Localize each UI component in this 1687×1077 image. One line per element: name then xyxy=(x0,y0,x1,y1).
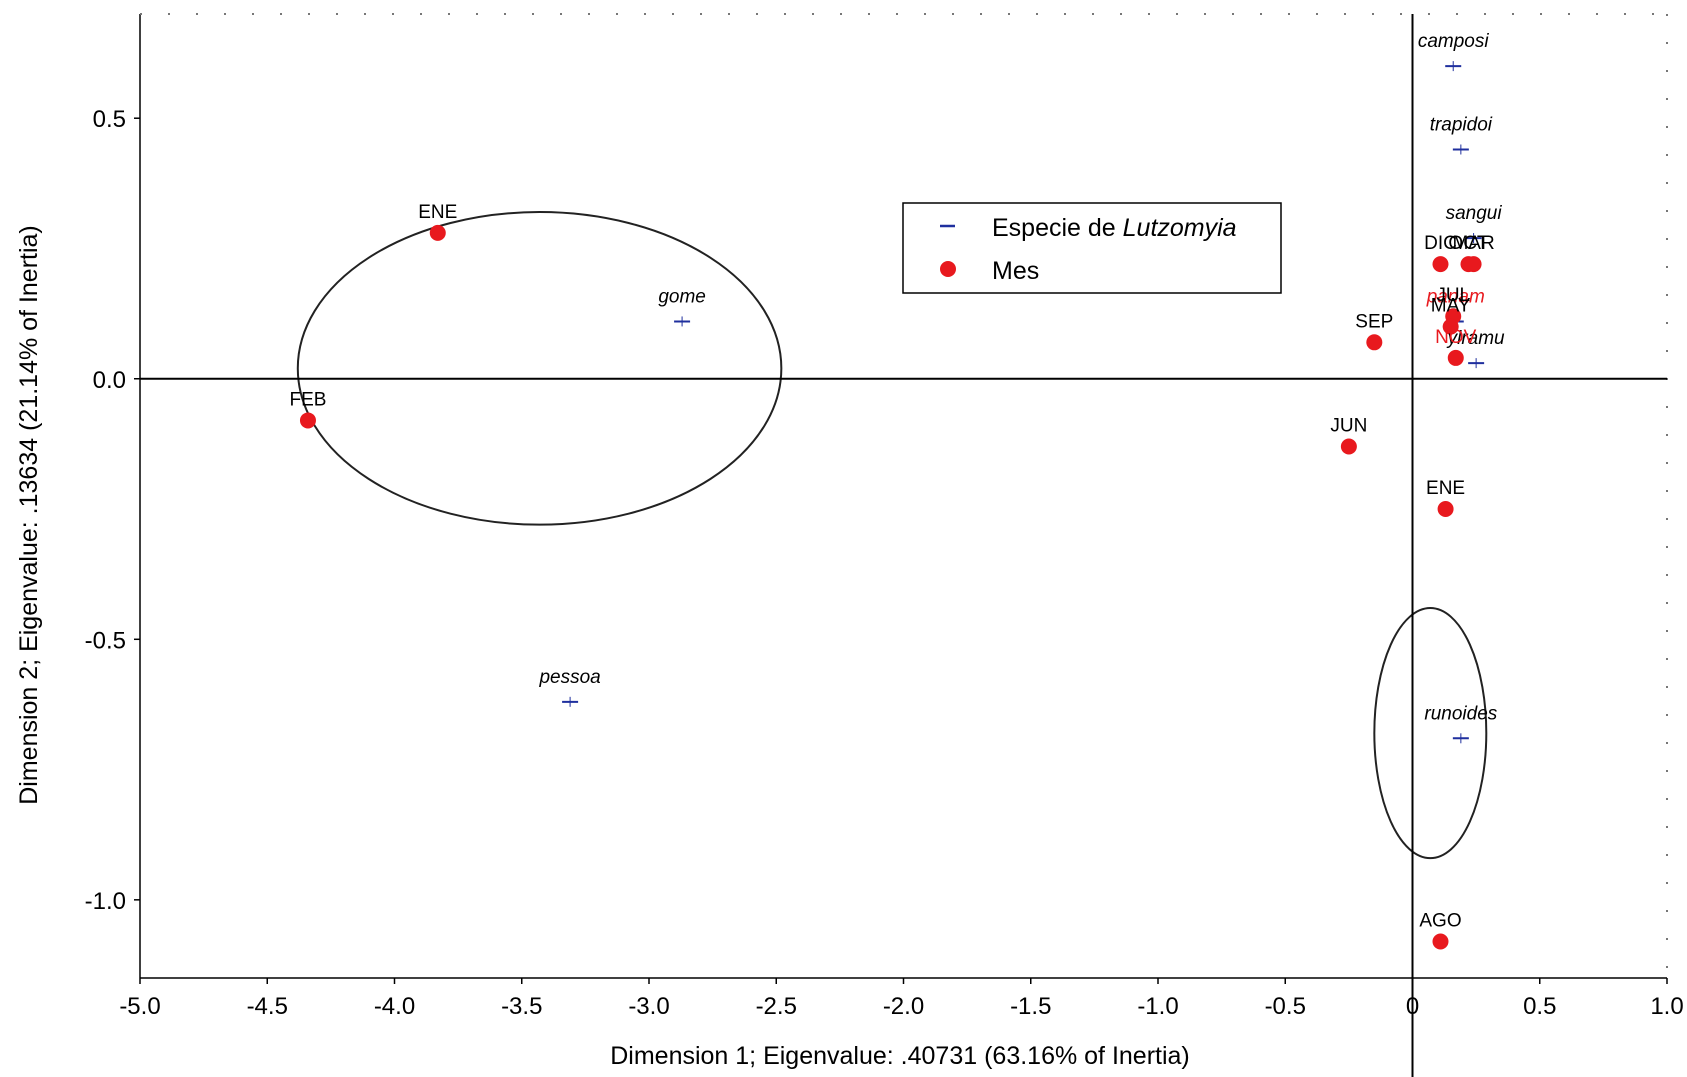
y-axis-title: Dimension 2; Eigenvalue: .13634 (21.14% … xyxy=(15,225,43,805)
legend: Especie de Lutzomyia Mes xyxy=(902,202,1282,294)
species-label: camposi xyxy=(1418,31,1490,52)
species-label: panam xyxy=(1426,286,1485,307)
month-label: JUN xyxy=(1330,415,1367,436)
legend-species-italic: Lutzomyia xyxy=(1123,214,1237,242)
x-tick-label: -0.5 xyxy=(1265,993,1306,1020)
month-point xyxy=(1465,256,1482,273)
y-tick-label: 0.0 xyxy=(93,367,126,394)
axis-ticks: -5.0 -4.5 -4.0 -3.5 -3.0 -2.5 -2.0 -1.5 -1.0 -0.5… xyxy=(85,106,1684,1020)
month-point xyxy=(1366,334,1383,351)
species-label: ylramu xyxy=(1446,328,1505,349)
x-axis-title: Dimension 1; Eigenvalue: .40731 (63.16% … xyxy=(610,1042,1190,1070)
y-tick-label: -0.5 xyxy=(85,627,126,654)
month-point xyxy=(299,412,316,429)
month-point xyxy=(1447,349,1464,366)
month-label: FEB xyxy=(289,389,326,410)
x-tick-label: -4.5 xyxy=(247,993,288,1020)
month-point xyxy=(1432,933,1449,950)
species-label: trapidoi xyxy=(1430,114,1493,135)
month-point xyxy=(1432,256,1449,273)
y-tick-label: -1.0 xyxy=(85,888,126,915)
x-tick-label: -5.0 xyxy=(119,993,160,1020)
species-label: gome xyxy=(658,286,706,307)
month-point xyxy=(1437,501,1454,518)
month-label: ENE xyxy=(1426,478,1465,499)
group-ellipse-0 xyxy=(296,211,783,526)
legend-species-text: Especie de Lutzomyia xyxy=(992,214,1237,242)
month-label: AGO xyxy=(1419,911,1461,932)
y-tick-label: 0.5 xyxy=(93,106,126,133)
x-tick-label: -3.5 xyxy=(501,993,542,1020)
x-tick-label: -3.0 xyxy=(628,993,669,1020)
x-tick-label: 0 xyxy=(1406,993,1419,1020)
month-label: NOV xyxy=(1435,327,1477,348)
legend-month-marker xyxy=(940,261,956,277)
month-point xyxy=(1442,318,1459,335)
data-points xyxy=(299,61,1485,950)
month-label: OCT xyxy=(1448,233,1489,254)
legend-month-text: Mes xyxy=(992,257,1039,285)
x-tick-label: 0.5 xyxy=(1523,993,1556,1020)
species-label: sangui xyxy=(1446,203,1503,224)
ellipse-layer xyxy=(296,211,1488,860)
point-labels: camposi trapidoi sangui gome pessoa runoides y… xyxy=(289,31,1505,931)
species-label: runoides xyxy=(1424,703,1497,724)
month-point xyxy=(429,224,446,241)
legend-box xyxy=(902,202,1282,294)
month-label: SEP xyxy=(1355,311,1393,332)
x-tick-label: -2.0 xyxy=(883,993,924,1020)
species-label: pessoa xyxy=(538,667,600,688)
legend-species-prefix: Especie de xyxy=(992,214,1123,242)
x-tick-label: -2.5 xyxy=(756,993,797,1020)
month-label: JUL xyxy=(1436,285,1470,306)
month-label: MAY xyxy=(1431,296,1471,317)
group-ellipse-1 xyxy=(1373,607,1488,860)
month-point xyxy=(1340,438,1357,455)
month-label: MAR xyxy=(1452,233,1494,254)
reference-lines xyxy=(140,14,1667,1077)
x-tick-label: -4.0 xyxy=(374,993,415,1020)
x-tick-label: 1.0 xyxy=(1650,993,1683,1020)
x-tick-label: -1.0 xyxy=(1137,993,1178,1020)
month-label: DIC xyxy=(1424,233,1457,254)
x-tick-label: -1.5 xyxy=(1010,993,1051,1020)
month-label: ENE xyxy=(418,202,457,223)
